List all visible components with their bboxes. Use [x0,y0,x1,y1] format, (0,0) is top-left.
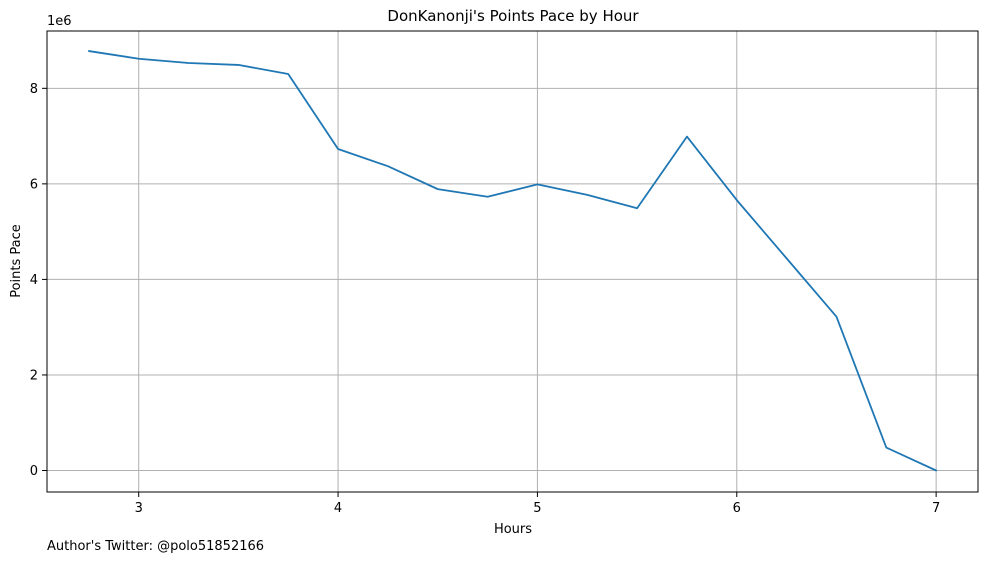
x-tick-label: 7 [932,501,940,516]
y-tick-label: 4 [30,273,38,288]
y-tick-label: 0 [30,464,38,479]
x-tick-label: 6 [733,501,741,516]
x-tick-label: 5 [533,501,541,516]
y-offset-label: 1e6 [47,14,72,29]
y-axis-label: Points Pace [9,224,24,298]
grid [47,31,978,492]
y-tick-label: 8 [30,82,38,97]
ticks: 3 4 5 6 7 0 2 4 6 8 [30,82,941,516]
y-tick-label: 2 [30,368,38,383]
chart-title: DonKanonji's Points Pace by Hour [387,7,639,25]
series-layer [87,50,938,472]
x-axis-label: Hours [494,522,532,537]
x-tick-label: 4 [334,501,342,516]
author-annotation: Author's Twitter: @polo51852166 [47,539,264,554]
x-tick-label: 3 [135,501,143,516]
y-tick-label: 6 [30,177,38,192]
plot-frame [46,30,979,493]
series-line [87,50,938,472]
